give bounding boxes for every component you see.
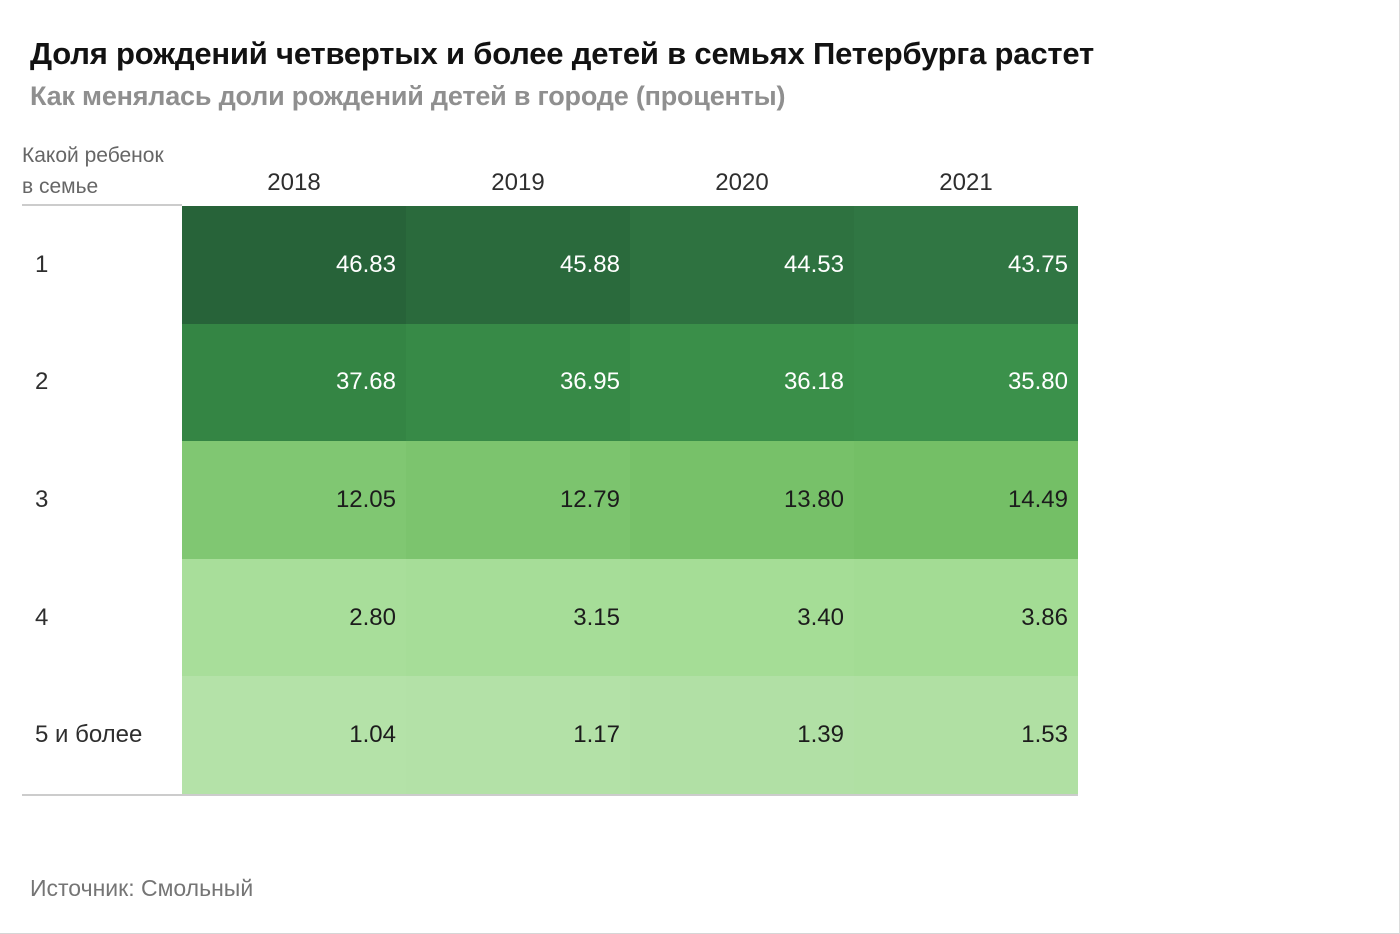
heatmap-cell: 43.75: [854, 206, 1078, 324]
row-label: 2: [22, 323, 182, 442]
row-axis-label: Какой ребенок в семье: [22, 144, 164, 198]
heatmap-cell: 13.80: [630, 441, 854, 559]
column-header: 2018: [267, 169, 321, 196]
heatmap-table: Какой ребенок в семье 2018 2019 2020 2021 1…: [22, 140, 1078, 798]
heatmap-cell: 1.04: [182, 676, 406, 794]
column-header: 2019: [491, 169, 545, 196]
heatmap-cell: 1.17: [406, 676, 630, 794]
column-header: 2020: [715, 169, 769, 196]
heatmap-cell: 2.80: [182, 558, 406, 677]
heatmap-cell: 3.86: [854, 558, 1078, 677]
row-label: 3: [22, 441, 182, 559]
row-label: 4: [22, 558, 182, 677]
column-headers: 2018 2019 2020 2021: [182, 140, 1078, 204]
heatmap-cell: 3.40: [630, 558, 854, 677]
column-header: 2021: [939, 169, 993, 196]
heatmap-cell: 37.68: [182, 323, 406, 442]
heatmap-cell: 1.53: [854, 676, 1078, 794]
chart-subtitle: Как менялась доли рождений детей в город…: [30, 81, 786, 111]
heatmap-cell: 46.83: [182, 206, 406, 324]
heatmap-cell: 12.05: [182, 441, 406, 559]
heatmap-cell: 3.15: [406, 558, 630, 677]
heatmap-cell: 35.80: [854, 323, 1078, 442]
heatmap-cell: 14.49: [854, 441, 1078, 559]
heatmap-cell: 12.79: [406, 441, 630, 559]
heatmap-cell: 44.53: [630, 206, 854, 324]
heatmap-cell: 45.88: [406, 206, 630, 324]
chart-title: Доля рождений четвертых и более детей в …: [30, 36, 1094, 71]
heatmap-cell: 36.18: [630, 323, 854, 442]
bottom-rule: [22, 794, 1078, 796]
heatmap-cell: 36.95: [406, 323, 630, 442]
header-rule: [22, 204, 182, 206]
row-label: 5 и более: [22, 676, 182, 794]
heatmap-grid: 1 46.83 45.88 44.53 43.75 2 37.68 36.95 36.18 35.…: [22, 206, 1078, 794]
source-note: Источник: Смольный: [30, 875, 254, 901]
heatmap-cell: 1.39: [630, 676, 854, 794]
row-label: 1: [22, 206, 182, 324]
